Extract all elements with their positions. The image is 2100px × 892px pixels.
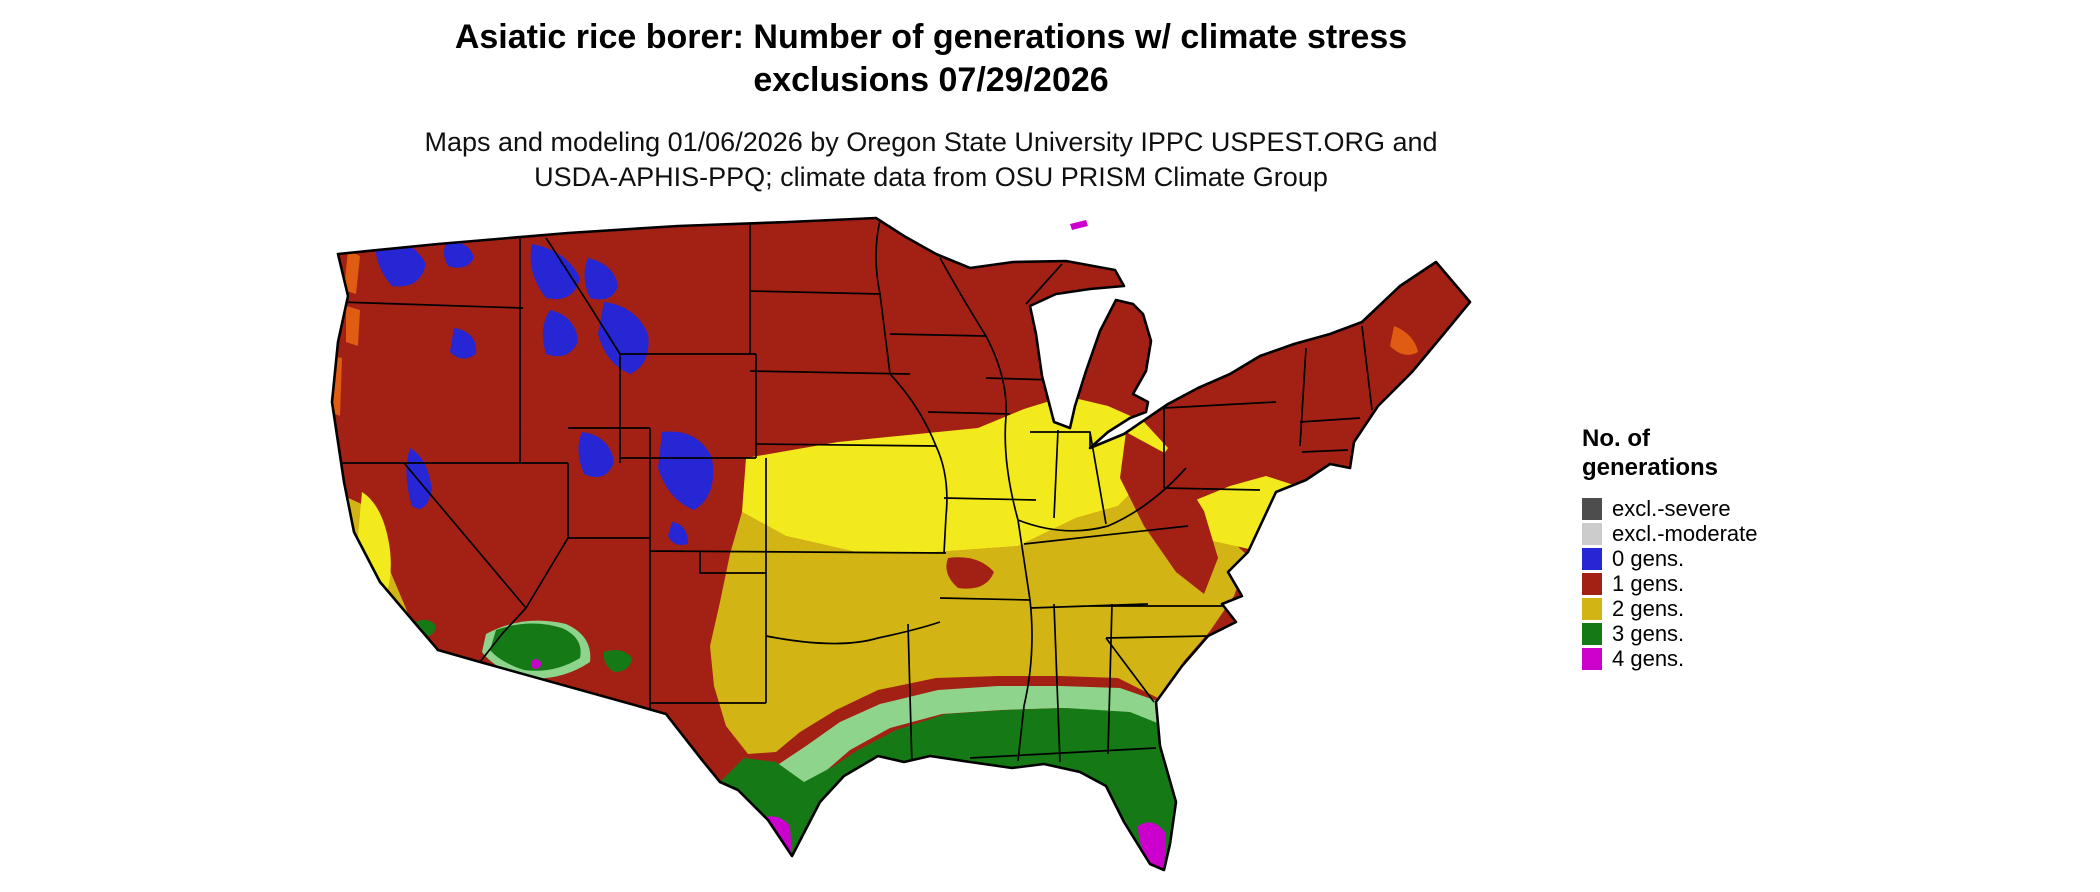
- page-subtitle: Maps and modeling 01/06/2026 by Oregon S…: [0, 125, 1862, 195]
- legend-swatch-3-gens: [1582, 623, 1602, 646]
- page-subtitle-line1: Maps and modeling 01/06/2026 by Oregon S…: [424, 127, 1438, 157]
- page-title-line1: Asiatic rice borer: Number of generation…: [454, 18, 1408, 56]
- appalachian-red-wedge: [946, 432, 1218, 594]
- legend-title: No. of generations: [1582, 424, 1758, 483]
- page-subtitle-line2: USDA-APHIS-PPQ; climate data from OSU PR…: [534, 162, 1328, 193]
- state-boundaries: [332, 219, 1373, 767]
- map-outline: [330, 216, 1472, 872]
- us-map-svg: [330, 216, 1472, 872]
- legend-row: 4 gens.: [1582, 646, 1758, 672]
- page-title-line2: exclusions 07/29/2026: [753, 60, 1109, 99]
- us-generations-map: [318, 206, 1548, 886]
- legend-row: excl.-severe: [1582, 496, 1758, 522]
- legend-swatch-excl-severe: [1582, 498, 1602, 521]
- legend-row: 2 gens.: [1582, 596, 1758, 622]
- legend-swatch-2-gens: [1582, 598, 1602, 621]
- legend-swatch-1-gens: [1582, 573, 1602, 596]
- legend-label: excl.-severe: [1612, 496, 1731, 522]
- legend-row: 1 gens.: [1582, 571, 1758, 597]
- legend-swatch-4-gens: [1582, 648, 1602, 671]
- legend-row: excl.-moderate: [1582, 521, 1758, 547]
- legend-label: 3 gens.: [1612, 621, 1685, 647]
- map-header: Asiatic rice borer: Number of generation…: [0, 16, 1862, 195]
- legend-label: 1 gens.: [1612, 571, 1685, 597]
- legend-row: 3 gens.: [1582, 621, 1758, 647]
- legend-swatch-excl-moderate: [1582, 523, 1602, 546]
- legend-swatch-0-gens: [1582, 548, 1602, 571]
- legend-title-line2: generations: [1582, 454, 1719, 482]
- legend-label: 0 gens.: [1612, 546, 1685, 572]
- legend-label: 2 gens.: [1612, 596, 1685, 622]
- legend: No. of generations excl.-severe excl.-mo…: [1582, 424, 1758, 672]
- page-title: Asiatic rice borer: Number of generation…: [0, 16, 1862, 101]
- magenta-artifact-speck: [1070, 220, 1088, 230]
- legend-label: 4 gens.: [1612, 646, 1685, 672]
- legend-title-line1: No. of: [1582, 425, 1650, 452]
- legend-row: 0 gens.: [1582, 546, 1758, 572]
- legend-label: excl.-moderate: [1612, 521, 1758, 547]
